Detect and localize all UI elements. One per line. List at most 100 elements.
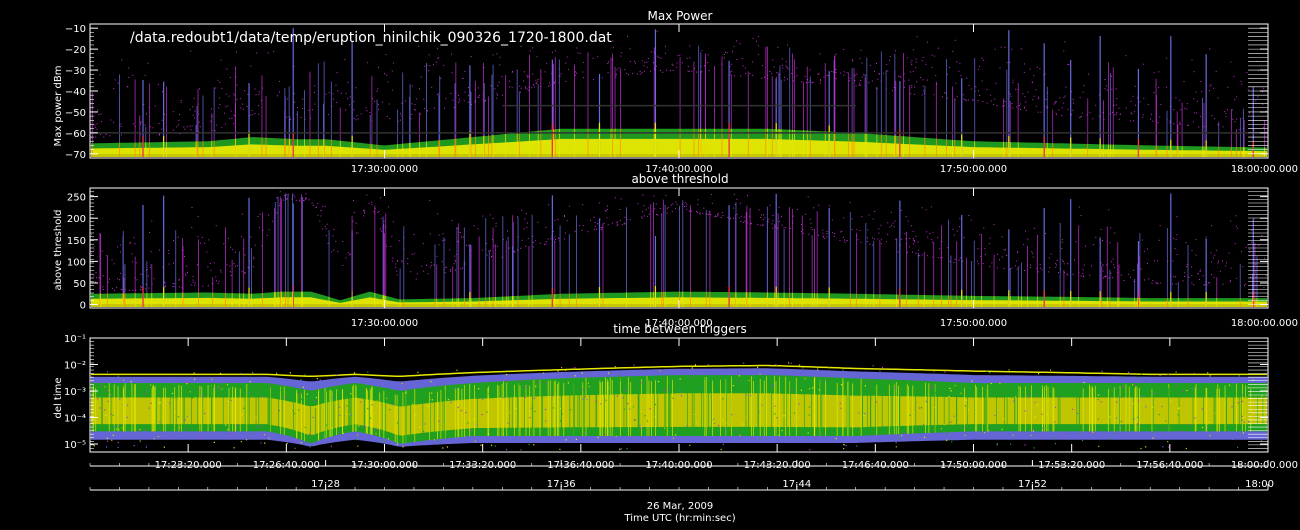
scatter-point-0 xyxy=(616,73,617,75)
speck xyxy=(714,422,716,425)
speck xyxy=(658,381,660,383)
scatter-point-0 xyxy=(1257,96,1259,98)
scatter-point-0 xyxy=(804,75,806,77)
scatter-point-1 xyxy=(818,204,820,206)
speck xyxy=(994,415,996,417)
scatter-point-1 xyxy=(186,265,188,267)
scatter-point-0 xyxy=(423,98,425,100)
scatter-point-0 xyxy=(223,112,225,114)
scatter-point-0 xyxy=(1063,102,1065,104)
speck xyxy=(1145,406,1147,408)
scatter-point-1 xyxy=(213,262,215,264)
scatter-point-1 xyxy=(442,239,444,241)
scatter-point-1 xyxy=(342,241,344,242)
scatter-point-0 xyxy=(312,109,314,111)
speck xyxy=(964,434,966,436)
scatter-point-1 xyxy=(208,239,210,241)
speck xyxy=(660,390,662,392)
speck xyxy=(665,441,667,444)
scatter-point-1 xyxy=(492,218,494,219)
speck xyxy=(316,378,318,380)
scatter-point-1 xyxy=(229,265,231,267)
speck xyxy=(550,384,552,386)
scatter-point-0 xyxy=(676,62,678,64)
scatter-point-0 xyxy=(1104,79,1106,80)
speck xyxy=(1241,400,1243,402)
scatter-point-0 xyxy=(868,82,870,84)
scatter-point-0 xyxy=(212,115,213,117)
speck xyxy=(808,388,811,390)
speck xyxy=(695,439,697,441)
scatter-point-0 xyxy=(512,71,513,72)
scatter-point-0 xyxy=(225,93,227,95)
scatter-point-0 xyxy=(889,56,891,58)
speck xyxy=(1241,415,1243,417)
scatter-point-1 xyxy=(119,279,120,281)
scatter-point-0 xyxy=(199,88,200,90)
scatter-point-0 xyxy=(687,70,689,72)
speck xyxy=(790,362,792,364)
scatter-point-0 xyxy=(643,65,645,67)
scatter-point-1 xyxy=(1095,236,1097,238)
scatter-point-0 xyxy=(1079,117,1081,119)
scatter-point-1 xyxy=(684,206,685,207)
scatter-point-1 xyxy=(333,229,335,230)
speck xyxy=(1162,446,1164,448)
speck xyxy=(433,439,435,441)
scatter-point-1 xyxy=(956,230,958,232)
scatter-point-1 xyxy=(714,216,716,218)
speck xyxy=(698,387,700,389)
scatter-point-0 xyxy=(1159,116,1161,118)
scatter-point-0 xyxy=(931,67,933,69)
scatter-point-0 xyxy=(922,85,924,87)
speck xyxy=(726,422,728,424)
scatter-point-0 xyxy=(526,88,528,90)
scatter-point-0 xyxy=(916,81,918,83)
scatter-point-0 xyxy=(554,82,556,84)
scatter-point-0 xyxy=(1173,109,1175,111)
scatter-point-1 xyxy=(139,289,141,291)
scatter-point-1 xyxy=(697,211,699,213)
speck xyxy=(118,429,120,431)
scatter-point-0 xyxy=(1045,106,1047,108)
scatter-point-0 xyxy=(1226,109,1228,111)
scatter-point-1 xyxy=(366,194,368,196)
scatter-point-1 xyxy=(1067,274,1069,276)
speck xyxy=(686,425,688,427)
scatter-point-0 xyxy=(1217,124,1219,126)
speck xyxy=(1201,408,1203,410)
scatter-point-1 xyxy=(885,241,887,243)
scatter-point-1 xyxy=(869,243,871,245)
scatter-point-1 xyxy=(607,209,608,210)
scatter-point-1 xyxy=(762,225,764,227)
speck xyxy=(775,364,777,366)
speck xyxy=(1260,440,1262,442)
speck xyxy=(613,434,615,437)
speck xyxy=(535,415,537,417)
speck xyxy=(623,408,625,410)
scatter-point-0 xyxy=(1241,83,1243,85)
speck xyxy=(1238,375,1240,377)
speck xyxy=(256,426,258,428)
scatter-point-1 xyxy=(1014,265,1016,267)
scatter-point-1 xyxy=(699,213,701,215)
scatter-point-1 xyxy=(1191,250,1193,252)
scatter-point-0 xyxy=(262,87,264,89)
scatter-point-1 xyxy=(914,241,916,243)
speck xyxy=(138,429,140,431)
speck xyxy=(313,399,316,401)
scatter-point-0 xyxy=(904,80,906,82)
scatter-point-0 xyxy=(978,65,980,67)
speck xyxy=(840,384,843,386)
speck xyxy=(931,393,933,395)
scatter-point-1 xyxy=(912,251,913,253)
speck xyxy=(759,438,761,440)
speck xyxy=(608,372,610,374)
speck xyxy=(781,429,783,432)
scatter-point-0 xyxy=(413,109,415,110)
scatter-point-0 xyxy=(742,65,744,67)
scatter-point-0 xyxy=(1133,120,1134,122)
scatter-point-1 xyxy=(185,275,187,277)
